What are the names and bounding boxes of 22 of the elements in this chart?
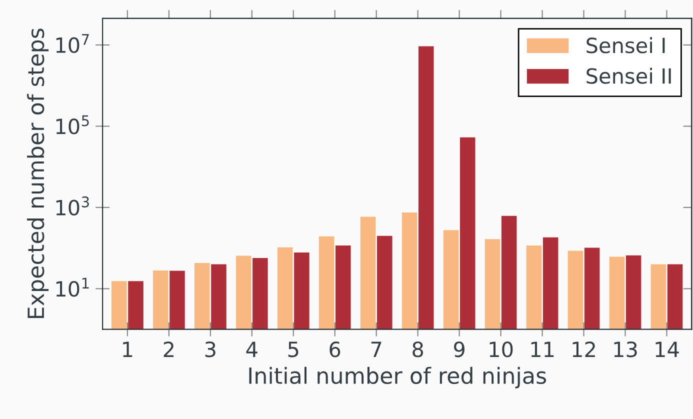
x-tick-label: 1 <box>123 342 132 357</box>
x-tick-label: 6 <box>330 342 340 358</box>
y-axis-title: Expected number of steps <box>27 28 49 318</box>
x-tick-label: 13 <box>614 342 637 358</box>
x-tick-label: 8 <box>412 342 424 358</box>
y-tick-label: 10$^{5}$ <box>56 115 89 134</box>
x-tick-label: 11 <box>531 342 554 357</box>
x-tick-label: 3 <box>205 342 216 358</box>
x-tick-label: 7 <box>371 342 382 357</box>
x-tick-label: 14 <box>656 342 679 357</box>
y-tick-label: 10$^{1}$ <box>56 278 89 297</box>
x-tick-label: 9 <box>454 342 464 358</box>
legend-label: Sensei I <box>586 37 665 54</box>
x-tick-label: 4 <box>246 342 258 357</box>
x-axis-title: Initial number of red ninjas <box>249 366 546 388</box>
x-tick-label: 10 <box>490 342 513 358</box>
y-tick-label: 10$^{7}$ <box>56 34 89 54</box>
x-tick-label: 2 <box>164 342 174 357</box>
legend-label: Sensei II <box>586 68 671 84</box>
y-tick-label: 10$^{3}$ <box>56 196 89 216</box>
x-tick-label: 12 <box>572 342 595 357</box>
x-tick-label: 5 <box>288 342 298 358</box>
